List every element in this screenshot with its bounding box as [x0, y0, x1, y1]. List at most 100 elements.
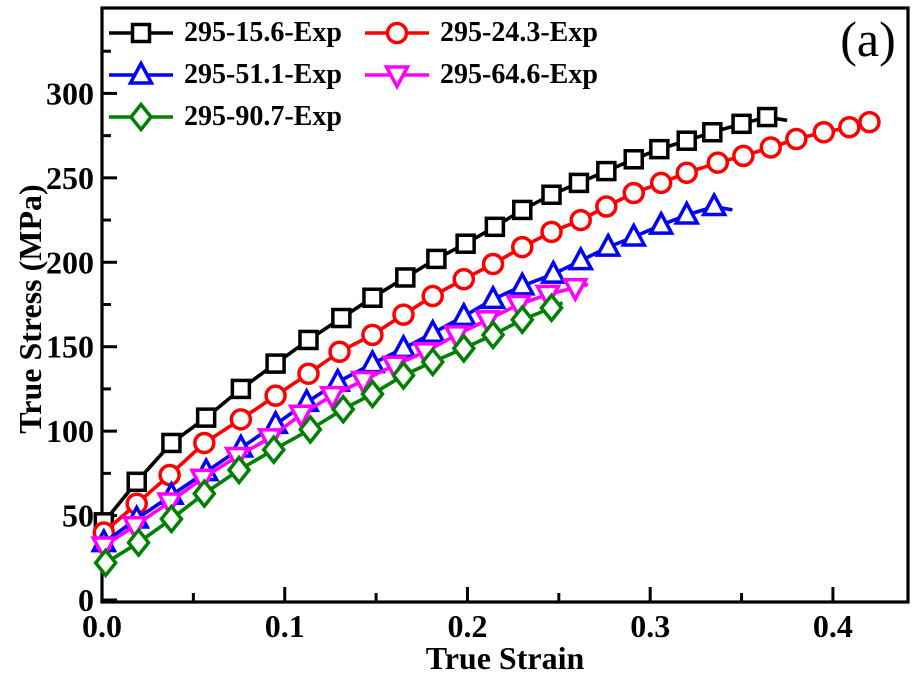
marker-triangle-up	[700, 191, 728, 217]
marker-triangle-up	[127, 60, 155, 85]
marker-diamond	[510, 304, 535, 335]
marker-square	[298, 329, 319, 351]
marker-triangle-up	[620, 221, 648, 247]
series-295-90.7-Exp	[93, 292, 564, 579]
marker-square	[230, 378, 252, 400]
marker-circle	[858, 110, 881, 134]
marker-square	[676, 130, 697, 151]
marker-circle	[264, 384, 287, 407]
legend-circle-marker-icon	[365, 21, 429, 45]
marker-diamond	[480, 319, 506, 351]
y-tick-label: 250	[46, 160, 94, 196]
marker-triangle-up	[479, 284, 507, 310]
marker-triangle-down	[156, 492, 184, 518]
marker-square	[426, 248, 447, 270]
legend-row: 295-90.7-Exp	[106, 96, 618, 138]
marker-triangle-up	[567, 245, 595, 271]
y-tick-label: 300	[46, 75, 94, 111]
marker-circle	[759, 136, 783, 159]
marker-square	[126, 471, 147, 493]
marker-circle	[158, 463, 181, 487]
marker-triangle-up	[419, 318, 447, 343]
y-tick-label: 150	[46, 329, 94, 365]
x-tick-label: 0.0	[82, 608, 122, 644]
marker-circle	[706, 151, 730, 174]
legend-item-label: 295-90.7-Exp	[184, 101, 342, 132]
marker-triangle-down	[349, 370, 377, 396]
marker-circle	[421, 284, 444, 308]
marker-circle	[622, 181, 645, 205]
marker-triangle-down	[90, 536, 118, 562]
marker-triangle-down	[287, 404, 315, 430]
x-tick-label: 0.4	[813, 608, 853, 644]
marker-square	[395, 267, 416, 288]
legend-item-295-15.6: 295-15.6-Exp	[106, 17, 362, 49]
marker-diamond	[360, 378, 385, 410]
marker-diamond	[539, 292, 564, 324]
marker-circle	[675, 161, 698, 185]
legend-item-label: 295-15.6-Exp	[184, 17, 342, 48]
legend-item-295-51.1: 295-51.1-Exp	[106, 59, 362, 91]
x-tick-label: 0.3	[630, 608, 670, 644]
legend-square-marker-icon	[109, 22, 173, 44]
y-tick-label: 200	[46, 244, 94, 280]
marker-circle	[385, 21, 409, 45]
marker-triangle-down	[189, 468, 216, 494]
legend-diamond-marker-icon	[109, 102, 173, 132]
marker-triangle-down	[561, 277, 589, 303]
marker-circle	[812, 121, 836, 144]
marker-diamond	[451, 333, 477, 364]
marker-circle	[569, 208, 593, 232]
marker-circle	[540, 220, 563, 244]
marker-triangle-up	[508, 270, 536, 296]
marker-diamond	[298, 414, 323, 445]
marker-diamond	[261, 434, 287, 466]
marker-circle	[838, 115, 861, 139]
marker-circle	[785, 127, 808, 151]
legend-triangle-up-marker-icon	[109, 60, 173, 85]
marker-circle	[392, 303, 415, 326]
legend-item-295-90.7: 295-90.7-Exp	[106, 101, 362, 133]
plot-frame	[100, 6, 910, 604]
marker-triangle-up	[594, 231, 622, 257]
marker-square	[596, 160, 617, 182]
y-tick-label: 0	[78, 582, 94, 618]
marker-circle	[193, 431, 216, 455]
marker-triangle-up	[390, 333, 417, 359]
marker-diamond	[420, 346, 445, 378]
marker-diamond	[93, 547, 118, 579]
marker-square	[331, 307, 352, 329]
marker-circle	[649, 171, 673, 195]
series-line	[104, 301, 564, 565]
marker-square	[512, 199, 533, 221]
marker-circle	[481, 252, 505, 276]
marker-diamond	[226, 454, 252, 486]
marker-triangle-up	[450, 301, 478, 327]
legend-row: 295-51.1-Exp 295-64.6-Exp	[106, 54, 618, 96]
marker-circle	[328, 340, 351, 364]
series-295-24.3-Exp	[92, 110, 881, 544]
marker-square	[756, 106, 778, 128]
marker-square	[484, 216, 506, 238]
marker-diamond	[126, 527, 151, 558]
marker-triangle-up	[539, 258, 567, 284]
marker-circle	[732, 144, 755, 168]
marker-square	[702, 122, 723, 143]
legend-triangle-down-marker-icon	[365, 65, 429, 90]
series-line	[102, 204, 733, 545]
marker-triangle-down	[505, 294, 533, 320]
marker-diamond	[330, 393, 356, 425]
marker-square	[265, 353, 286, 374]
marker-triangle-down	[121, 515, 149, 541]
marker-triangle-up	[673, 199, 701, 225]
marker-square	[362, 287, 383, 308]
marker-square	[195, 407, 217, 428]
marker-diamond	[128, 102, 154, 132]
legend-item-295-64.6: 295-64.6-Exp	[362, 59, 618, 91]
marker-circle	[452, 267, 476, 291]
x-tick-label: 0.2	[447, 608, 487, 644]
legend-item-label: 295-51.1-Exp	[184, 59, 342, 90]
legend-item-label: 295-64.6-Exp	[440, 59, 598, 90]
